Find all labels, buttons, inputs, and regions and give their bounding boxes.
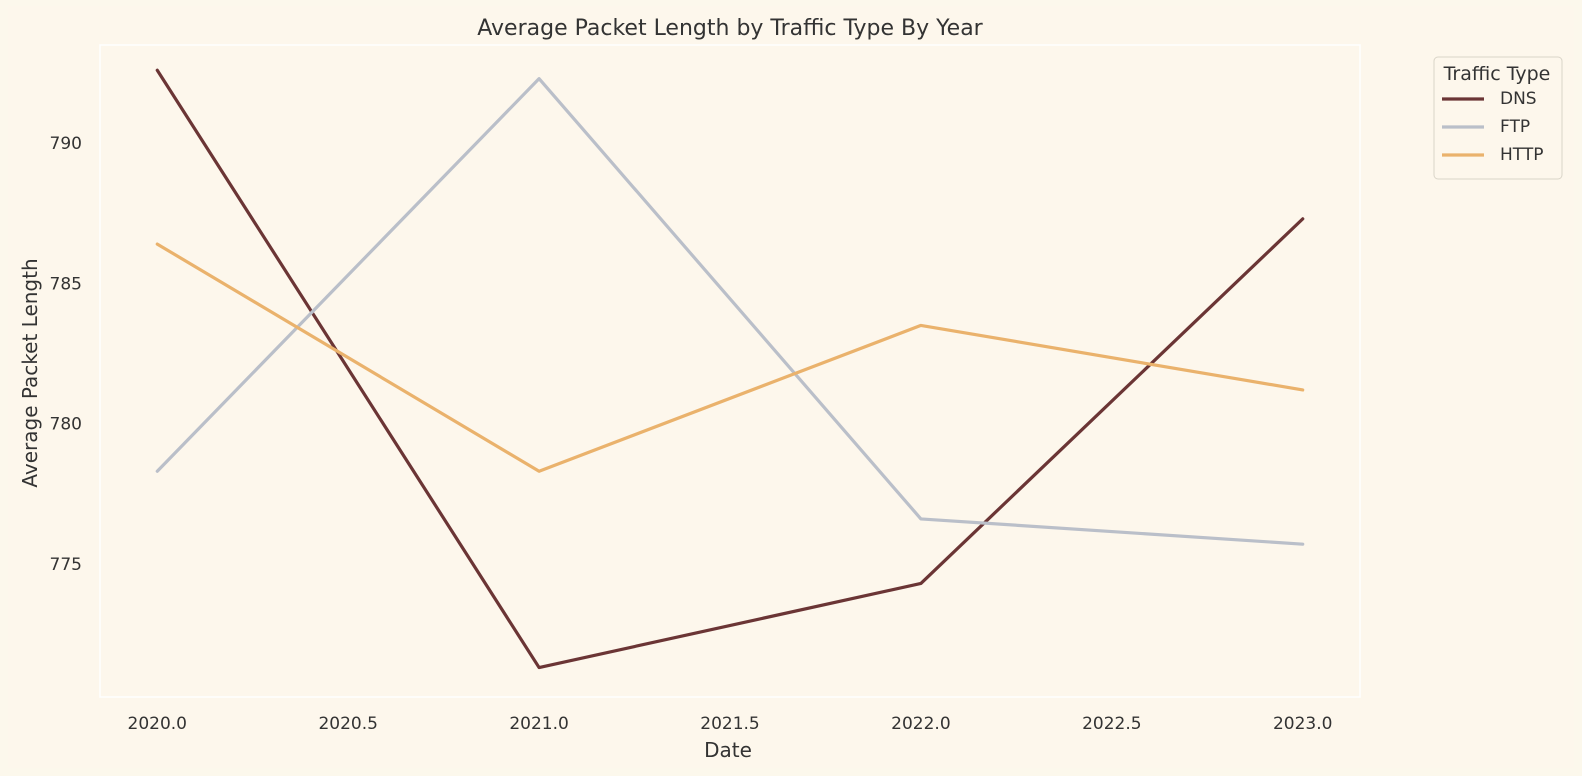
legend-box bbox=[1433, 56, 1563, 180]
x-axis-ticks: 2020.0 2020.5 2021.0 2021.5 2022.0 2022.5 2023… bbox=[128, 714, 1333, 734]
x-tick-label: 2020.5 bbox=[318, 714, 377, 734]
legend-label: HTTP bbox=[1500, 145, 1544, 165]
legend-item-ftp: FTP bbox=[1442, 117, 1530, 137]
legend-label: FTP bbox=[1500, 117, 1530, 137]
y-tick-label: 775 bbox=[50, 555, 82, 575]
legend-label: DNS bbox=[1500, 89, 1537, 109]
series-lines bbox=[155, 68, 1305, 670]
x-tick-label: 2022.0 bbox=[891, 714, 950, 734]
x-tick-label: 2021.5 bbox=[700, 714, 759, 734]
x-axis-label: Date bbox=[704, 738, 752, 762]
y-tick-label: 785 bbox=[50, 274, 82, 294]
chart-title: Average Packet Length by Traffic Type By… bbox=[477, 16, 983, 41]
x-tick-label: 2021.0 bbox=[509, 714, 568, 734]
x-tick-label: 2020.0 bbox=[128, 714, 187, 734]
y-axis-label: Average Packet Length bbox=[18, 258, 42, 487]
x-tick-label: 2023.0 bbox=[1273, 714, 1332, 734]
legend-item-dns: DNS bbox=[1442, 89, 1537, 109]
y-axis-ticks: 775 780 785 790 bbox=[50, 134, 82, 575]
y-tick-label: 780 bbox=[50, 415, 82, 435]
series-line-http bbox=[155, 242, 1305, 473]
legend-items: DNS FTP HTTP bbox=[1442, 89, 1544, 165]
y-tick-label: 790 bbox=[50, 134, 82, 154]
series-line-ftp bbox=[155, 77, 1305, 546]
legend: Traffic Type DNS FTP HTTP bbox=[1433, 56, 1563, 180]
series-line-dns bbox=[155, 68, 1305, 670]
plot-area bbox=[99, 44, 1361, 698]
legend-item-http: HTTP bbox=[1442, 145, 1544, 165]
legend-title: Traffic Type bbox=[1443, 63, 1551, 85]
x-tick-label: 2022.5 bbox=[1082, 714, 1141, 734]
